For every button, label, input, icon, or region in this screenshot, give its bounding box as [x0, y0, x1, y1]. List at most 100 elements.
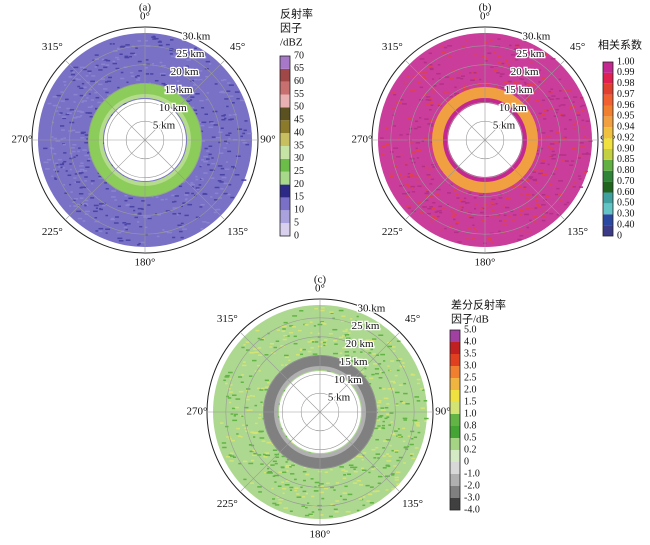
- radar-speck: [497, 38, 501, 40]
- radar-speck: [347, 473, 352, 475]
- radar-speck: [213, 211, 217, 214]
- radar-speck: [60, 91, 64, 93]
- radar-speck: [244, 406, 249, 409]
- radar-speck: [509, 210, 514, 213]
- radar-speck: [344, 333, 350, 336]
- angle-label: 180°: [135, 257, 156, 269]
- radar-speck: [377, 401, 382, 404]
- radar-speck: [561, 159, 565, 161]
- colorbar-label: 4.0: [464, 336, 477, 347]
- radar-speck: [294, 487, 299, 489]
- radar-speck: [523, 186, 527, 188]
- radar-speck: [544, 211, 549, 214]
- radar-speck: [223, 79, 227, 81]
- radar-speck: [124, 223, 127, 226]
- radar-speck: [83, 186, 88, 189]
- radar-speck: [399, 176, 404, 179]
- radar-speck: [446, 101, 450, 103]
- radar-speck: [404, 162, 409, 165]
- radar-speck: [129, 205, 135, 208]
- radar-speck: [429, 206, 433, 208]
- radar-speck: [527, 97, 531, 100]
- radar-speck: [184, 214, 189, 217]
- radar-speck: [428, 168, 433, 171]
- radar-speck: [275, 340, 280, 343]
- radar-speck: [538, 81, 541, 83]
- colorbar-label: 0: [617, 230, 622, 241]
- radar-speck: [519, 186, 522, 188]
- radar-speck: [391, 108, 395, 110]
- radar-speck: [310, 332, 313, 334]
- radar-speck: [125, 239, 131, 241]
- radar-speck: [283, 334, 288, 337]
- radar-speck: [504, 62, 507, 64]
- radar-speck: [460, 77, 464, 80]
- radar-speck: [103, 66, 108, 69]
- radar-speck: [285, 364, 288, 366]
- radar-speck: [130, 75, 135, 77]
- radar-speck: [286, 458, 290, 461]
- radar-speck: [73, 198, 79, 200]
- radar-speck: [474, 204, 478, 206]
- radar-speck: [225, 168, 230, 171]
- radar-speck: [392, 114, 395, 117]
- radar-speck: [180, 222, 184, 225]
- radar-speck: [374, 368, 380, 370]
- radar-speck: [423, 400, 428, 402]
- radar-speck: [364, 348, 370, 351]
- radar-speck: [249, 450, 254, 453]
- radar-speck: [214, 192, 219, 195]
- radar-speck: [158, 40, 162, 43]
- radar-speck: [281, 330, 286, 332]
- radar-speck: [192, 109, 198, 111]
- radar-speck: [71, 150, 76, 153]
- radar-speck: [224, 376, 230, 378]
- radar-speck: [332, 317, 335, 320]
- radar-speck: [137, 213, 142, 215]
- radar-speck: [350, 466, 355, 469]
- radar-speck: [163, 84, 168, 86]
- radar-speck: [145, 67, 148, 69]
- radar-speck: [391, 488, 395, 490]
- radar-speck: [499, 64, 504, 67]
- radar-speck: [339, 352, 343, 354]
- radar-speck: [489, 39, 493, 41]
- radar-speck: [322, 341, 326, 344]
- radar-speck: [230, 439, 235, 442]
- radar-speck: [407, 185, 411, 188]
- radar-speck: [230, 452, 234, 454]
- radar-speck: [299, 348, 303, 351]
- radar-speck: [302, 479, 306, 482]
- radar-speck: [460, 75, 465, 77]
- radar-speck: [260, 401, 263, 404]
- radar-speck: [191, 192, 195, 195]
- radar-speck: [350, 458, 354, 461]
- radar-speck: [91, 182, 94, 185]
- radar-speck: [558, 78, 562, 81]
- radar-speck: [430, 125, 434, 127]
- radar-speck: [124, 199, 128, 202]
- radar-speck: [372, 490, 377, 493]
- radar-speck: [549, 98, 554, 101]
- radar-speck: [98, 177, 104, 179]
- radar-speck: [176, 80, 180, 82]
- radar-speck: [411, 191, 416, 193]
- radar-speck: [424, 166, 429, 169]
- radar-speck: [232, 419, 238, 422]
- radar-speck: [415, 120, 419, 123]
- radar-speck: [247, 132, 253, 135]
- radar-speck: [364, 367, 367, 370]
- colorbar-swatch: [603, 62, 613, 73]
- radar-speck: [136, 244, 140, 246]
- radar-speck: [584, 171, 588, 174]
- colorbar-label: 0.94: [617, 122, 635, 133]
- radar-speck: [187, 93, 192, 96]
- radar-speck: [570, 160, 575, 162]
- radar-speck: [459, 206, 463, 208]
- radar-speck: [528, 230, 532, 233]
- radar-speck: [449, 78, 454, 80]
- radar-speck: [312, 341, 315, 343]
- radar-speck: [235, 398, 241, 400]
- radar-speck: [552, 153, 557, 156]
